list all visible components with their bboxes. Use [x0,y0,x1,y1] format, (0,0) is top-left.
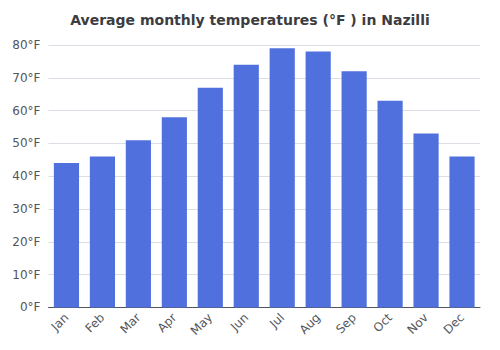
svg-text:0°F: 0°F [20,300,41,314]
svg-text:80°F: 80°F [12,38,40,52]
svg-text:Jul: Jul [266,311,287,332]
svg-text:Jan: Jan [48,311,72,335]
svg-text:Oct: Oct [370,310,395,335]
svg-text:Mar: Mar [117,310,143,336]
svg-text:May: May [188,311,215,338]
svg-text:40°F: 40°F [12,169,40,183]
svg-text:Jun: Jun [227,311,251,335]
svg-text:Sep: Sep [333,311,359,337]
svg-text:50°F: 50°F [12,136,40,150]
svg-text:70°F: 70°F [12,71,40,85]
svg-text:30°F: 30°F [12,202,40,216]
svg-text:Feb: Feb [82,311,107,336]
svg-text:Aug: Aug [297,311,323,337]
svg-text:20°F: 20°F [12,235,40,249]
svg-text:10°F: 10°F [12,268,40,282]
svg-text:60°F: 60°F [12,104,40,118]
svg-text:Apr: Apr [155,310,180,335]
svg-text:Average monthly temperatures (: Average monthly temperatures (°F ) in Na… [70,12,430,28]
svg-text:Dec: Dec [441,311,467,337]
svg-text:Nov: Nov [405,311,431,337]
